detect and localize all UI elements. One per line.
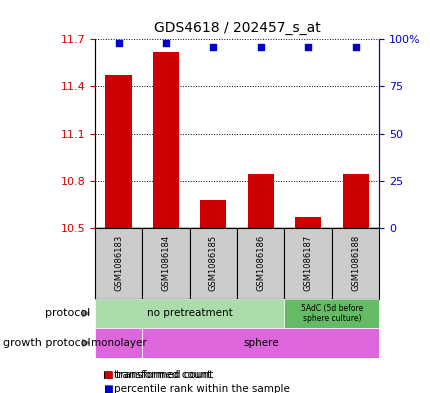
Point	[257, 44, 264, 50]
Bar	[95, 228, 142, 299]
Bar	[237, 228, 284, 299]
Bar	[189, 228, 236, 299]
Text: protocol: protocol	[45, 309, 90, 318]
Text: transformed count: transformed count	[114, 370, 211, 380]
Point	[162, 40, 169, 46]
Point	[304, 44, 311, 50]
Text: ■: ■	[103, 370, 113, 380]
Bar	[331, 228, 378, 299]
Text: no pretreatment: no pretreatment	[147, 309, 232, 318]
Bar	[95, 299, 284, 328]
Text: 5AdC (5d before
sphere culture): 5AdC (5d before sphere culture)	[300, 304, 362, 323]
Text: ■ transformed count: ■ transformed count	[103, 370, 213, 380]
Bar	[200, 200, 226, 228]
Text: monolayer: monolayer	[90, 338, 146, 348]
Point	[115, 40, 122, 46]
Text: ■: ■	[103, 384, 113, 393]
Text: GSM1086185: GSM1086185	[209, 235, 217, 291]
Bar	[284, 299, 378, 328]
Bar	[105, 75, 131, 228]
Bar	[247, 174, 273, 228]
Text: growth protocol: growth protocol	[3, 338, 90, 348]
Bar	[153, 52, 178, 228]
Bar	[342, 174, 368, 228]
Text: GSM1086184: GSM1086184	[161, 235, 170, 291]
Bar	[142, 328, 378, 358]
Text: GSM1086186: GSM1086186	[256, 235, 264, 292]
Bar	[295, 217, 320, 228]
Title: GDS4618 / 202457_s_at: GDS4618 / 202457_s_at	[154, 22, 319, 35]
Point	[351, 44, 358, 50]
Text: GSM1086183: GSM1086183	[114, 235, 123, 292]
Text: GSM1086187: GSM1086187	[303, 235, 312, 292]
Text: GSM1086188: GSM1086188	[350, 235, 359, 292]
Bar	[142, 228, 189, 299]
Text: sphere: sphere	[243, 338, 278, 348]
Bar	[95, 328, 142, 358]
Text: percentile rank within the sample: percentile rank within the sample	[114, 384, 289, 393]
Point	[209, 44, 216, 50]
Bar	[284, 228, 331, 299]
